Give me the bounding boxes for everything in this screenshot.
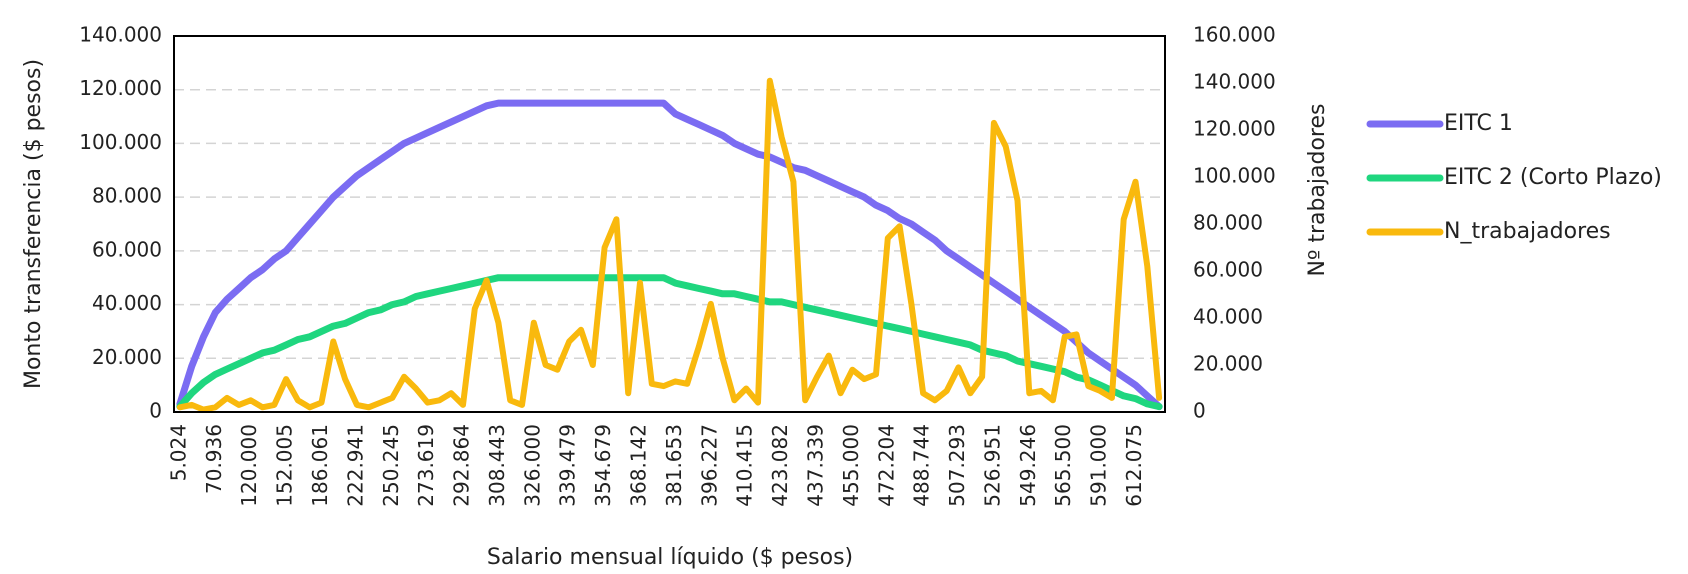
- y2-tick-label: 0: [1193, 399, 1206, 423]
- y-tick-label: 60.000: [92, 237, 162, 261]
- y2-tick-label: 120.000: [1193, 117, 1276, 141]
- y-axis-title: Monto transferencia ($ pesos): [21, 59, 46, 389]
- y2-tick-label: 140.000: [1193, 70, 1276, 94]
- legend-label: EITC 1: [1444, 111, 1513, 136]
- y2-tick-label: 80.000: [1193, 211, 1263, 235]
- legend-label: N_trabajadores: [1444, 219, 1611, 244]
- x-axis-title: Salario mensual líquido ($ pesos): [487, 545, 853, 570]
- y2-tick-label: 160.000: [1193, 23, 1276, 47]
- x-tick-label: 437.339: [803, 424, 827, 507]
- x-tick-label: 455.000: [839, 424, 863, 507]
- x-tick-label: 396.227: [697, 424, 721, 507]
- y-tick-label: 140.000: [79, 23, 162, 47]
- legend-label: EITC 2 (Corto Plazo): [1444, 165, 1662, 190]
- x-tick-label: 70.936: [202, 424, 226, 494]
- x-tick-label: 526.951: [980, 424, 1004, 507]
- x-tick-label: 410.415: [733, 424, 757, 507]
- y-tick-label: 80.000: [92, 184, 162, 208]
- series-line: [176, 274, 1163, 411]
- x-tick-label: 488.744: [910, 424, 934, 507]
- x-tick-label: 120.000: [237, 424, 261, 507]
- x-tick-label: 273.619: [414, 424, 438, 507]
- x-tick-label: 591.000: [1087, 424, 1111, 507]
- x-tick-label: 308.443: [485, 424, 509, 507]
- y2-axis-title: Nº trabajadores: [1305, 104, 1330, 277]
- x-tick-label: 381.653: [662, 424, 686, 507]
- y2-tick-label: 100.000: [1193, 164, 1276, 188]
- y-tick-label: 40.000: [92, 291, 162, 315]
- y-tick-label: 20.000: [92, 345, 162, 369]
- x-tick-label: 368.142: [627, 424, 651, 507]
- x-tick-label: 549.246: [1016, 424, 1040, 507]
- x-tick-label: 186.061: [308, 424, 332, 507]
- series-line: [176, 99, 1163, 411]
- x-tick-label: 339.479: [556, 424, 580, 507]
- x-tick-label: 565.500: [1051, 424, 1075, 507]
- x-tick-label: 472.204: [874, 424, 898, 507]
- x-tick-label: 5.024: [166, 424, 190, 481]
- x-tick-label: 612.075: [1122, 424, 1146, 507]
- series-line: [176, 77, 1163, 413]
- plot-border: [173, 35, 1166, 413]
- x-tick-label: 250.245: [379, 424, 403, 507]
- x-tick-label: 152.005: [273, 424, 297, 507]
- x-tick-label: 292.864: [450, 424, 474, 507]
- y2-tick-label: 60.000: [1193, 258, 1263, 282]
- y-tick-label: 100.000: [79, 130, 162, 154]
- x-tick-label: 326.000: [520, 424, 544, 507]
- y-tick-label: 120.000: [79, 76, 162, 100]
- x-tick-label: 222.941: [343, 424, 367, 507]
- x-tick-label: 423.082: [768, 424, 792, 507]
- y2-tick-label: 20.000: [1193, 352, 1263, 376]
- y2-tick-label: 40.000: [1193, 305, 1263, 329]
- x-tick-label: 507.293: [945, 424, 969, 507]
- x-tick-label: 354.679: [591, 424, 615, 507]
- y-tick-label: 0: [149, 399, 162, 423]
